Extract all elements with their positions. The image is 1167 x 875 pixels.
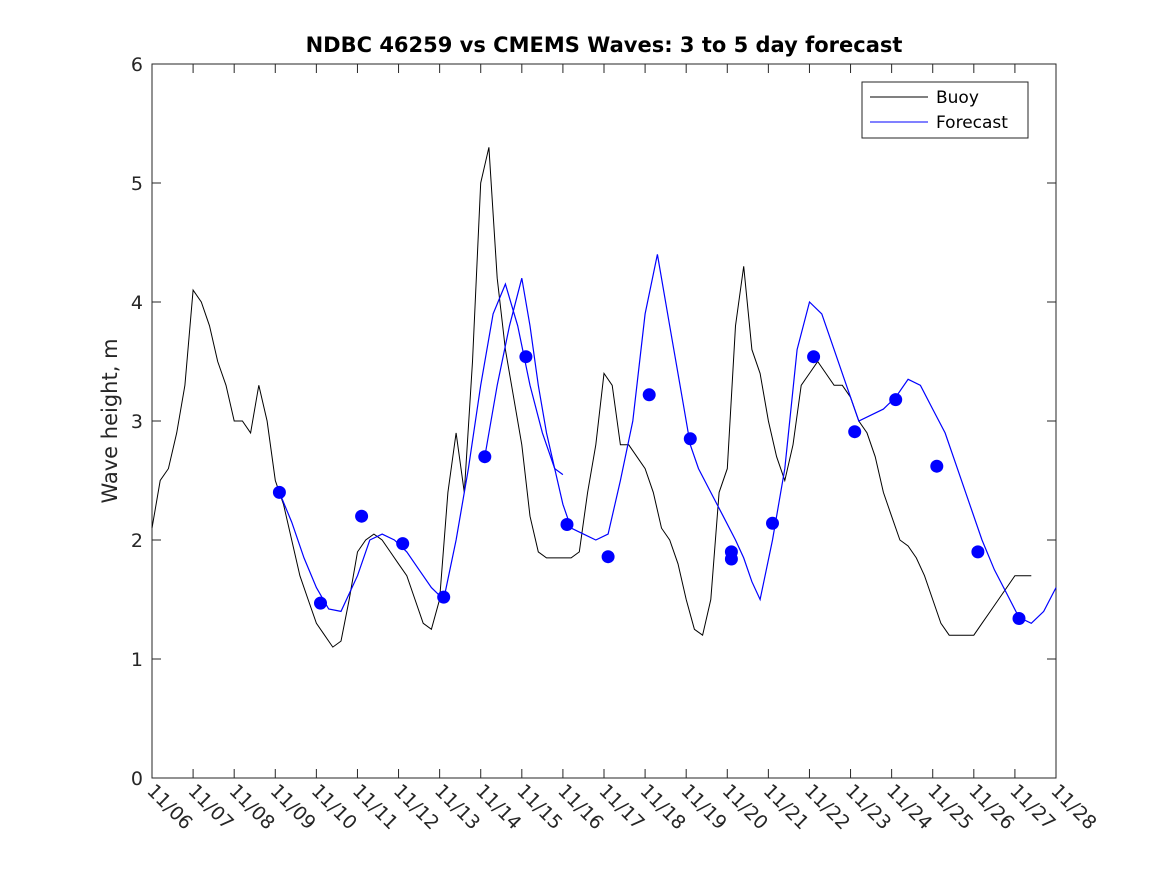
forecast-point <box>272 485 286 499</box>
y-tick-label: 2 <box>131 530 143 552</box>
forecast-point <box>1012 612 1026 625</box>
y-tick-label: 0 <box>131 768 143 790</box>
forecast-point <box>683 432 697 446</box>
y-tick-label: 5 <box>131 173 143 195</box>
forecast-point <box>396 537 410 551</box>
forecast-point <box>355 509 369 523</box>
forecast-point <box>930 459 944 473</box>
series-line-buoy <box>151 147 1032 648</box>
points-layer <box>272 350 1026 625</box>
legend-box <box>861 81 1029 139</box>
plot-area <box>151 63 1057 779</box>
y-tick-label: 6 <box>131 54 143 76</box>
forecast-point <box>642 388 656 402</box>
y-tick-label: 1 <box>131 649 143 671</box>
forecast-point <box>601 550 615 564</box>
legend-label-buoy: Buoy <box>936 88 979 108</box>
forecast-point <box>848 425 862 439</box>
y-axis-ticks: 0 1 2 3 4 5 6 <box>131 54 1056 790</box>
forecast-point <box>971 545 985 559</box>
forecast-point <box>437 590 451 604</box>
forecast-point <box>519 350 533 364</box>
forecast-point <box>560 518 574 531</box>
forecast-point <box>889 393 903 407</box>
forecast-point <box>724 552 738 566</box>
series-line-forecast-0 <box>278 282 564 613</box>
series-layer <box>151 147 1057 648</box>
legend: Buoy Forecast <box>861 81 1029 139</box>
y-tick-label: 4 <box>131 292 143 314</box>
series-line-forecast-1 <box>484 254 1057 625</box>
forecast-point <box>807 350 821 364</box>
plot-frame <box>151 63 1057 779</box>
forecast-point <box>314 596 327 610</box>
chart-title: NDBC 46259 vs CMEMS Waves: 3 to 5 day fo… <box>306 33 903 57</box>
legend-label-forecast: Forecast <box>936 113 1008 133</box>
forecast-point <box>766 516 779 530</box>
y-tick-label: 3 <box>131 411 143 433</box>
y-axis-label: Wave height, m <box>98 338 122 503</box>
forecast-point <box>478 450 492 464</box>
